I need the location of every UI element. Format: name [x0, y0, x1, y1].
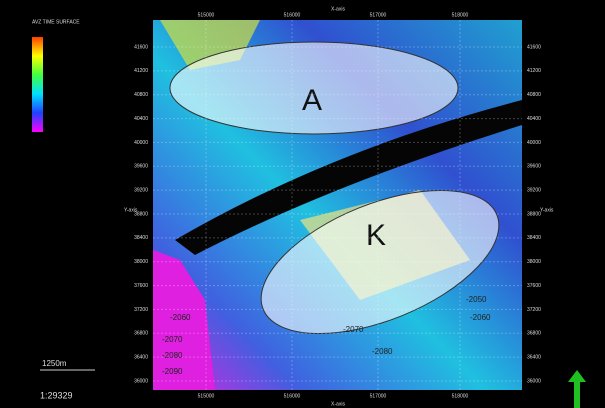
x-tick-label: 517000 — [370, 12, 387, 18]
contour-label: -2080 — [162, 351, 183, 360]
y-tick-label: 38400 — [527, 235, 541, 241]
y-tick-label: 38400 — [134, 235, 148, 241]
y-tick-label: 41200 — [527, 68, 541, 74]
y-tick-label: 40400 — [527, 116, 541, 122]
y-tick-label: 36400 — [134, 354, 148, 360]
y-tick-label: 40000 — [527, 140, 541, 146]
y-tick-label: 41600 — [527, 44, 541, 50]
legend-colorbar — [32, 37, 43, 132]
y-tick-label: 41200 — [134, 68, 148, 74]
y-tick-label: 39200 — [527, 187, 541, 193]
page: {"legend": {"title": "AVZ TIME SURFACE"}… — [0, 0, 605, 408]
contour-label: -2070 — [162, 335, 183, 344]
y-tick-label: 37600 — [527, 283, 541, 289]
y-tick-label: 38000 — [527, 259, 541, 265]
x-tick-label: 516000 — [284, 12, 301, 18]
contour-label: -2060 — [470, 313, 491, 322]
contour-label: -2060 — [170, 313, 191, 322]
x-tick-label: 515000 — [198, 393, 215, 399]
y-tick-label: 39200 — [134, 187, 148, 193]
y-tick-label: 39600 — [134, 164, 148, 170]
y-tick-label: 41600 — [134, 44, 148, 50]
contour-label: -2080 — [372, 347, 393, 356]
zone-label: A — [302, 84, 322, 117]
y-tick-label: 40800 — [527, 92, 541, 98]
x-tick-label: 516000 — [284, 393, 301, 399]
legend-title: AVZ TIME SURFACE — [32, 19, 80, 25]
scale-length: 1250m — [42, 359, 67, 368]
scale-ratio: 1:29329 — [40, 390, 73, 400]
y-tick-label: 36000 — [134, 378, 148, 384]
y-tick-label: 40800 — [134, 92, 148, 98]
x-tick-label: 515000 — [198, 12, 215, 18]
x-tick-label: 518000 — [452, 393, 469, 399]
y-tick-label: 38800 — [134, 211, 148, 217]
y-tick-label: 37600 — [134, 283, 148, 289]
y-tick-label: 38000 — [134, 259, 148, 265]
y-tick-label: 39600 — [527, 164, 541, 170]
x-axis-label: X-axis — [331, 6, 345, 12]
contour-label: -2070 — [343, 325, 364, 334]
y-tick-label: 38800 — [527, 211, 541, 217]
y-tick-label: 37200 — [134, 307, 148, 313]
x-tick-label: 518000 — [452, 12, 469, 18]
y-axis-label: Y-axis — [540, 207, 554, 213]
x-axis-label: X-axis — [331, 401, 345, 407]
y-tick-label: 37200 — [527, 307, 541, 313]
y-tick-label: 36400 — [527, 354, 541, 360]
zone-label: K — [366, 219, 386, 252]
y-tick-label: 36800 — [134, 331, 148, 337]
y-tick-label: 36800 — [527, 331, 541, 337]
y-tick-label: 40400 — [134, 116, 148, 122]
contour-label: -2090 — [162, 367, 183, 376]
x-tick-label: 517000 — [370, 393, 387, 399]
contour-label: -2050 — [466, 295, 487, 304]
y-tick-label: 36000 — [527, 378, 541, 384]
y-tick-label: 40000 — [134, 140, 148, 146]
map-view: A K AVZ TIME SURFACE X-axis X-axis Y-axi… — [0, 0, 605, 408]
north-arrow — [568, 370, 586, 408]
